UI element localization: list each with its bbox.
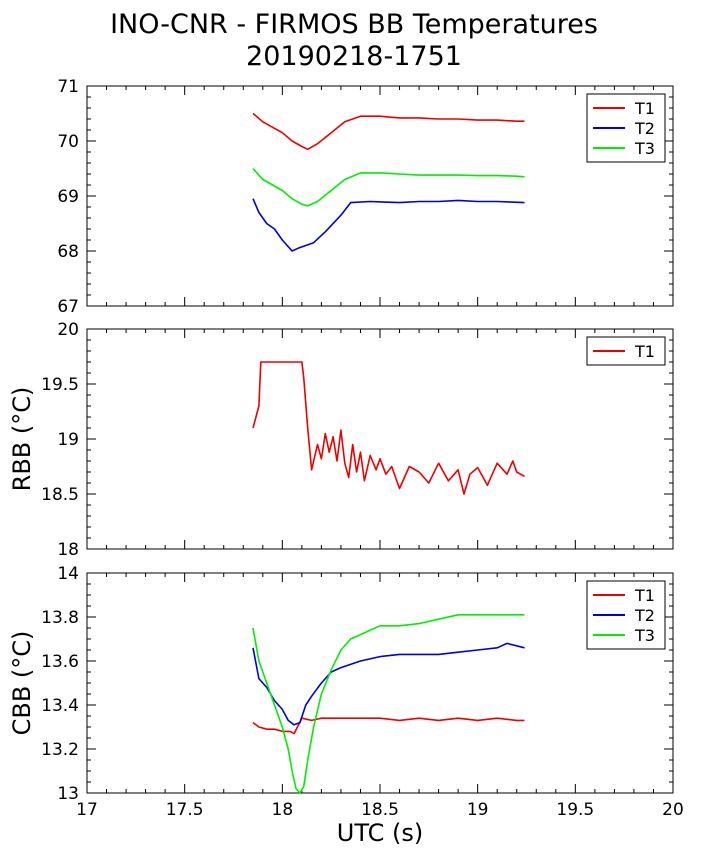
x-tick-label: 19.5: [556, 800, 594, 820]
y-axis-label: RBB (°C): [8, 387, 36, 492]
y-tick-label: 20: [57, 320, 79, 340]
x-axis-label: UTC (s): [337, 819, 423, 847]
plot-frame-3: [86, 572, 674, 794]
series-line-t3: [252, 167, 525, 207]
y-tick-label: 19: [57, 430, 79, 450]
legend-label-t1: T1: [634, 99, 655, 118]
x-tick-label: 20: [662, 800, 684, 820]
y-tick-label: 13.6: [41, 652, 79, 672]
y-tick-label: 69: [57, 187, 79, 207]
legend-label-t2: T2: [634, 119, 655, 138]
y-tick-label: 13.4: [41, 696, 79, 716]
series-line-t1: [252, 717, 525, 735]
x-tick-label: 18: [272, 800, 294, 820]
legend-label-t1: T1: [634, 586, 655, 605]
y-tick-label: 13.2: [41, 740, 79, 760]
y-tick-label: 70: [57, 132, 79, 152]
series-line-t1: [252, 361, 525, 495]
y-tick-label: 19.5: [41, 375, 79, 395]
y-tick-label: 13.8: [41, 608, 79, 628]
series-line-t1: [252, 112, 525, 151]
plot-frame-2: [86, 328, 674, 550]
legend-label-t2: T2: [634, 606, 655, 625]
x-tick-label: 17: [76, 800, 98, 820]
chart-title: INO-CNR - FIRMOS BB Temperatures: [110, 9, 598, 40]
x-tick-label: 19: [467, 800, 489, 820]
x-tick-label: 17.5: [166, 800, 204, 820]
plot-frame-1: [86, 85, 674, 307]
series-line-t2: [252, 198, 525, 252]
y-tick-label: 18.5: [41, 485, 79, 505]
series-line-t2: [252, 642, 525, 726]
series-line-t3: [252, 613, 525, 794]
y-tick-label: 13: [57, 784, 79, 804]
y-axis-label: CBB (°C): [8, 631, 36, 736]
x-tick-label: 18.5: [361, 800, 399, 820]
y-tick-label: 71: [57, 77, 79, 97]
legend-label-t3: T3: [634, 626, 655, 645]
chart-subtitle: 20190218-1751: [246, 41, 462, 72]
y-tick-label: 14: [57, 564, 79, 584]
legend-label-t1: T1: [634, 342, 655, 361]
y-tick-label: 67: [57, 297, 79, 317]
legend-label-t3: T3: [634, 139, 655, 158]
y-tick-label: 18: [57, 540, 79, 560]
y-tick-label: 68: [57, 242, 79, 262]
